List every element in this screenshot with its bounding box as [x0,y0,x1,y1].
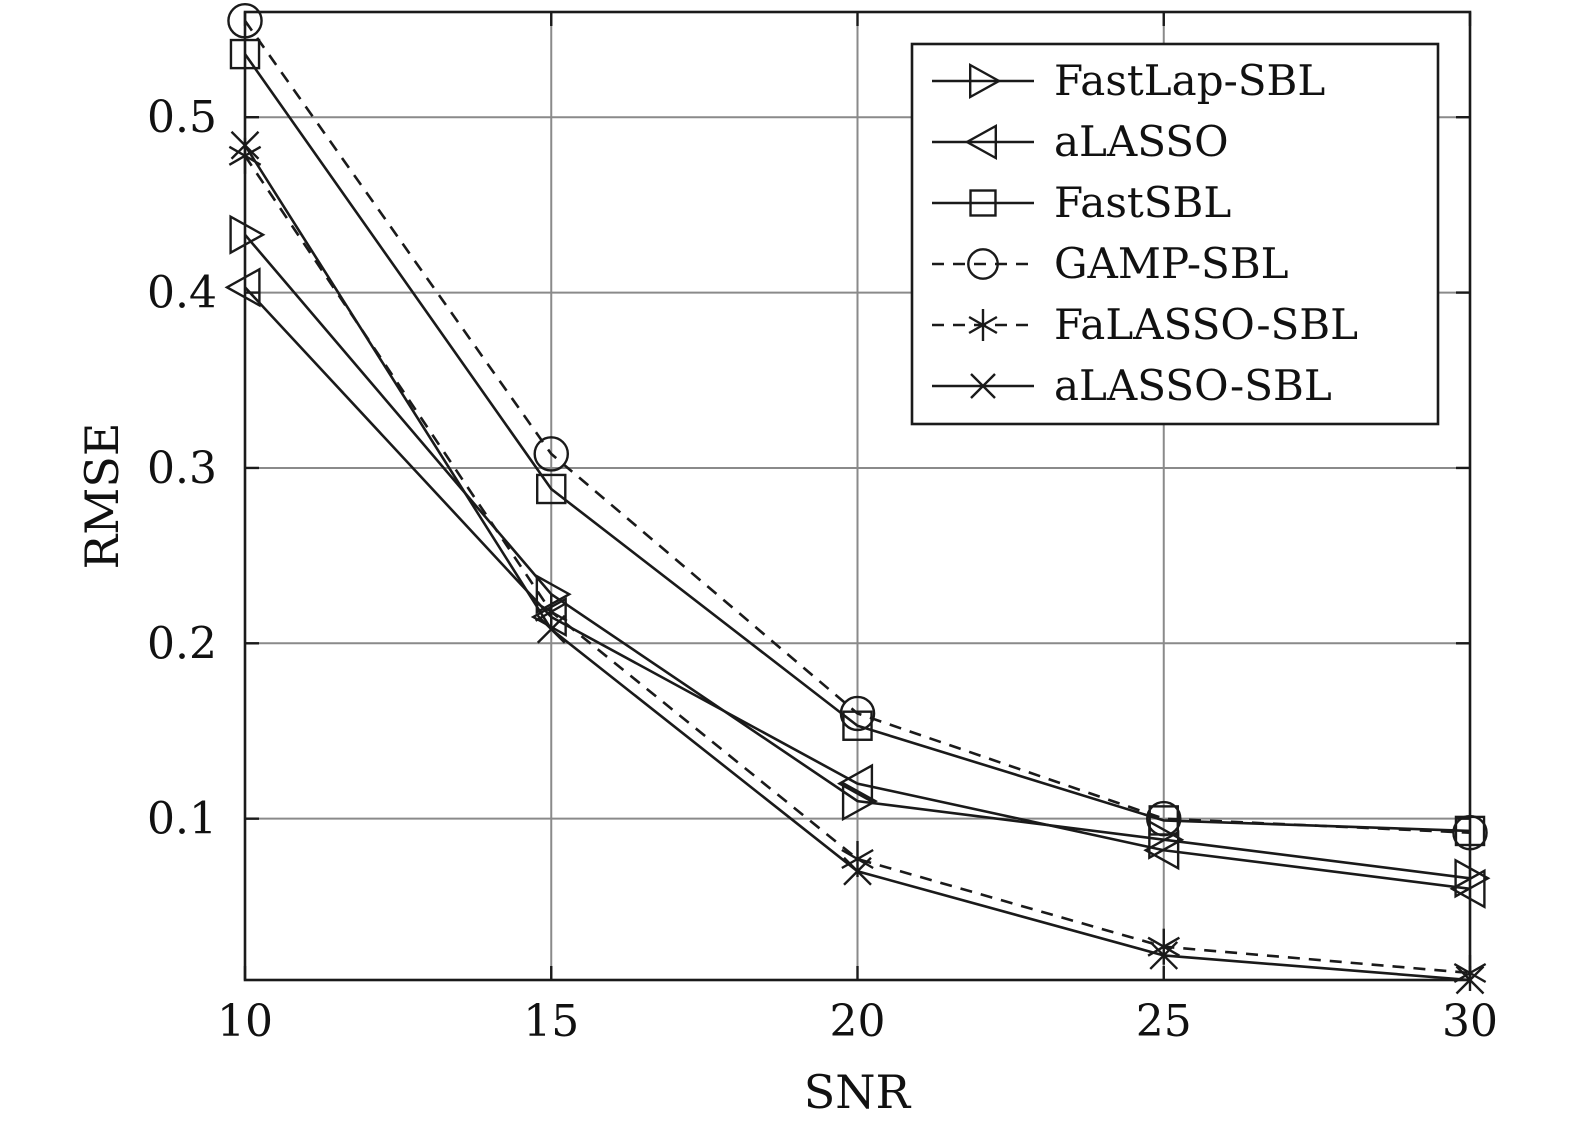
x-stroke [970,373,996,399]
square-marker [969,189,997,217]
legend-label: GAMP-SBL [1054,239,1289,288]
series-line [244,286,1471,891]
tick-labels: 10 15 20 25 30 0.1 0.2 0.3 0.4 0.5 [147,92,1498,1047]
series-layer [224,3,1491,995]
legend-label: FastLap-SBL [1054,56,1325,105]
square-marker [536,473,567,505]
series-gamp-sbl [227,3,1488,851]
x-tick-label: 10 [217,996,273,1047]
asterisk-marker [968,309,998,341]
legend-entry: FastSBL [932,178,1231,227]
legend-label: FaLASSO-SBL [1054,300,1358,349]
series-line [243,53,1471,833]
y-tick-label: 0.1 [147,794,217,845]
legend-entry: FastLap-SBL [932,56,1325,105]
triangle-left-marker [1143,830,1180,871]
triangle-left-marker [964,123,997,161]
x-tick-label: 15 [523,996,579,1047]
asterisk-marker [1147,928,1181,965]
x-stroke [1149,941,1179,970]
x-tick-label: 25 [1136,996,1192,1047]
x-axis-label: SNR [804,1065,912,1119]
x-tick-label: 30 [1442,996,1498,1047]
series-line [243,20,1471,834]
x-stroke [536,614,566,644]
triangle-right-marker [1454,858,1491,899]
square-marker [842,710,873,741]
legend-box [910,42,1440,426]
series-line [244,233,1471,880]
legend-label: FastSBL [1054,178,1231,227]
y-axis-label: RMSE [75,423,129,570]
series-line [243,155,1471,975]
triangle-right-marker [841,781,878,822]
triangle-left-marker [224,267,261,308]
legend-entry: aLASSO [932,117,1229,166]
legend-entry: FaLASSO-SBL [932,300,1358,349]
x-stroke [843,856,872,886]
triangle-right-marker [229,214,266,255]
triangle-right-marker [969,62,1002,100]
legend-label: aLASSO [1054,117,1229,166]
legend-entry: aLASSO-SBL [932,361,1332,410]
asterisk-stroke [968,315,998,335]
x-marker [536,614,566,644]
x-marker [1149,941,1179,970]
series-fastlap-sbl [229,214,1491,899]
legend-label: aLASSO-SBL [1054,361,1332,410]
circle-marker [1145,800,1182,837]
asterisk-stroke [841,848,874,870]
triangle-left-marker [1449,868,1486,909]
circle-marker [967,248,999,280]
ticks [243,12,1472,980]
y-tick-label: 0.5 [147,92,217,143]
x-marker [843,856,872,886]
triangle-right-marker [535,574,572,615]
y-tick-label: 0.2 [147,618,217,669]
x-tick-label: 20 [830,996,886,1047]
triangle-left-marker [837,763,874,804]
legend: FastLap-SBL aLASSO FastSBL GAMP-SBL FaLASSO-… [910,42,1440,426]
circle-marker [533,436,570,472]
y-tick-label: 0.4 [147,268,217,319]
y-tick-label: 0.3 [147,443,217,494]
triangle-right-marker [1148,819,1185,860]
x-marker [970,373,996,399]
circle-marker [839,695,876,732]
legend-entry: GAMP-SBL [932,239,1289,288]
